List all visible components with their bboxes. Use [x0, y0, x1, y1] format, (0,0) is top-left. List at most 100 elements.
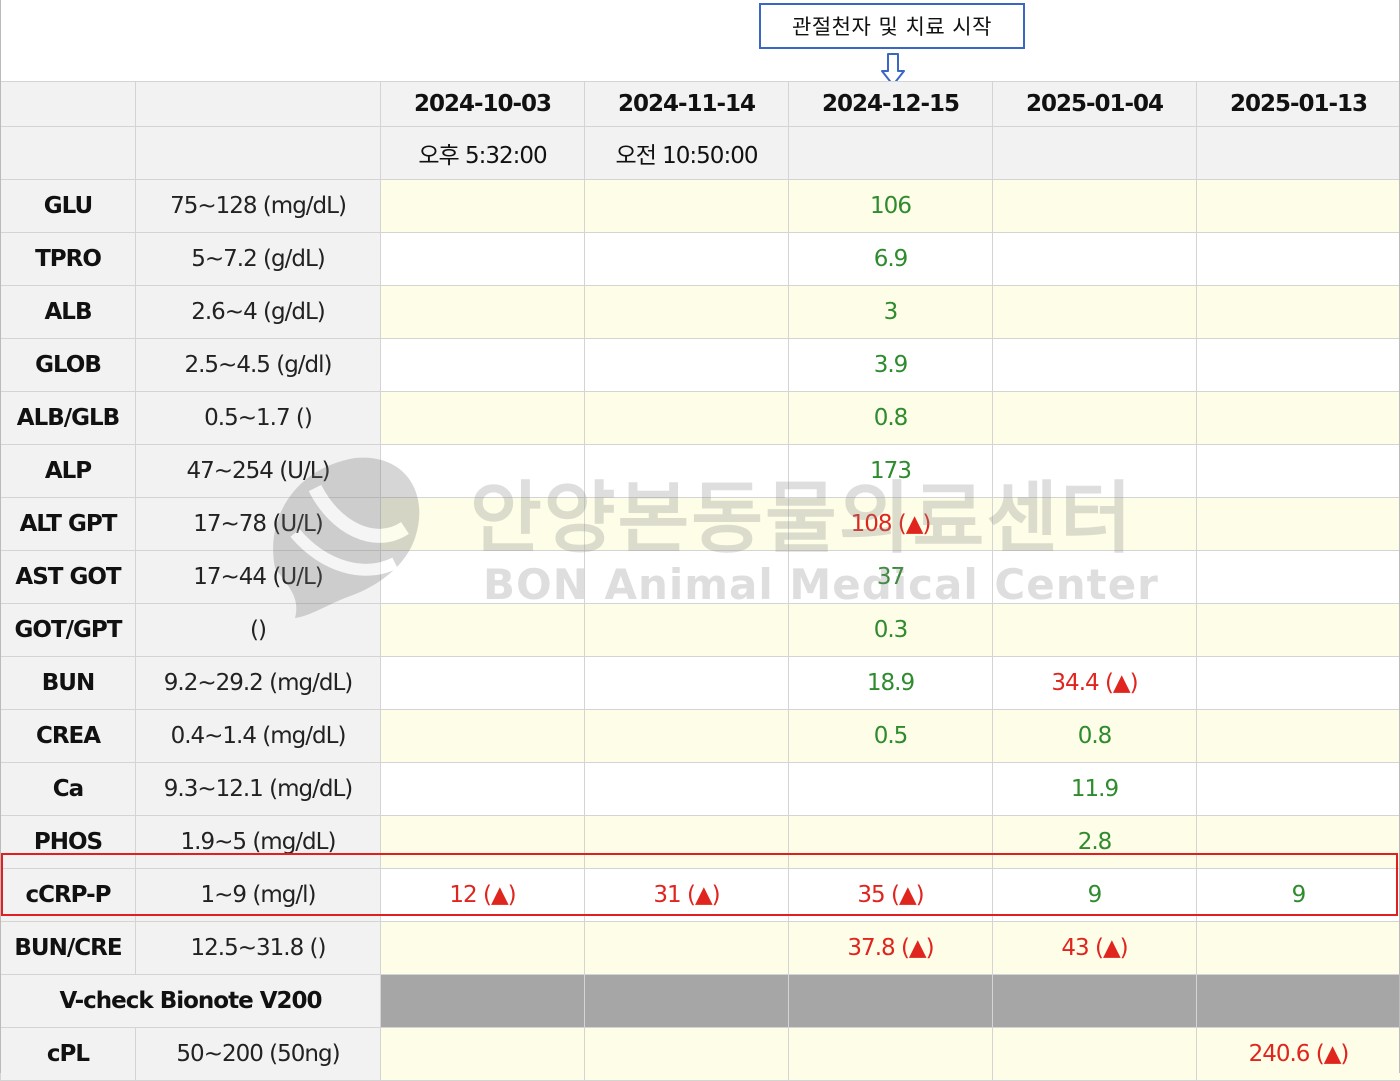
- header-empty-name: [1, 82, 136, 127]
- test-name: TPRO: [1, 233, 136, 286]
- result-value: 3.9: [789, 339, 993, 392]
- result-value: 37.8 (▲): [789, 922, 993, 975]
- result-value: 0.8: [993, 710, 1197, 763]
- time-header: 오후 5:32:00: [381, 127, 585, 180]
- result-value: [381, 551, 585, 604]
- test-name: GOT/GPT: [1, 604, 136, 657]
- result-value: 0.5: [789, 710, 993, 763]
- reference-range: 0.4~1.4 (mg/dL): [136, 710, 381, 763]
- result-value: [381, 604, 585, 657]
- result-value: [585, 816, 789, 869]
- lab-row-got-gpt[interactable]: GOT/GPT()0.3: [1, 604, 1400, 657]
- result-value: [381, 392, 585, 445]
- section-filler-cell: [381, 975, 585, 1028]
- result-value: [585, 498, 789, 551]
- time-header: [993, 127, 1197, 180]
- test-name: PHOS: [1, 816, 136, 869]
- section-filler-cell: [993, 975, 1197, 1028]
- result-value: [381, 180, 585, 233]
- result-value: [993, 392, 1197, 445]
- result-value: [1197, 763, 1400, 816]
- result-value: 31 (▲): [585, 869, 789, 922]
- date-header[interactable]: 2025-01-04: [993, 82, 1197, 127]
- date-header[interactable]: 2024-11-14: [585, 82, 789, 127]
- result-value: 34.4 (▲): [993, 657, 1197, 710]
- result-value: [381, 498, 585, 551]
- result-value: [585, 657, 789, 710]
- header-empty-name: [1, 127, 136, 180]
- test-name: cCRP-P: [1, 869, 136, 922]
- result-value: [1197, 604, 1400, 657]
- date-header[interactable]: 2024-10-03: [381, 82, 585, 127]
- reference-range: 1~9 (mg/l): [136, 869, 381, 922]
- result-value: [585, 286, 789, 339]
- date-header[interactable]: 2025-01-13: [1197, 82, 1400, 127]
- date-header[interactable]: 2024-12-15: [789, 82, 993, 127]
- result-value: [1197, 710, 1400, 763]
- result-value: [381, 922, 585, 975]
- result-value: [1197, 498, 1400, 551]
- result-value: [1197, 657, 1400, 710]
- test-name: BUN/CRE: [1, 922, 136, 975]
- reference-range: 5~7.2 (g/dL): [136, 233, 381, 286]
- section-filler-cell: [1197, 975, 1400, 1028]
- reference-range: 9.3~12.1 (mg/dL): [136, 763, 381, 816]
- reference-range: 2.6~4 (g/dL): [136, 286, 381, 339]
- result-value: [1197, 392, 1400, 445]
- result-value: [585, 445, 789, 498]
- result-value: 12 (▲): [381, 869, 585, 922]
- result-value: [1197, 551, 1400, 604]
- test-name: ALT GPT: [1, 498, 136, 551]
- test-name: Ca: [1, 763, 136, 816]
- result-value: [381, 445, 585, 498]
- section-header-row: V-check Bionote V200: [1, 975, 1400, 1028]
- result-value: 18.9: [789, 657, 993, 710]
- result-value: [381, 816, 585, 869]
- result-value: 37: [789, 551, 993, 604]
- result-value: [993, 180, 1197, 233]
- reference-range: 17~78 (U/L): [136, 498, 381, 551]
- result-value: [993, 604, 1197, 657]
- result-value: [993, 445, 1197, 498]
- result-value: 43 (▲): [993, 922, 1197, 975]
- result-value: [993, 286, 1197, 339]
- reference-range: 75~128 (mg/dL): [136, 180, 381, 233]
- test-name: AST GOT: [1, 551, 136, 604]
- result-value: 0.8: [789, 392, 993, 445]
- result-value: 9: [1197, 869, 1400, 922]
- reference-range: (): [136, 604, 381, 657]
- test-name: GLOB: [1, 339, 136, 392]
- result-value: [585, 392, 789, 445]
- time-header: [1197, 127, 1400, 180]
- annotation-callout: 관절천자 및 치료 시작: [759, 3, 1025, 49]
- result-value: [585, 180, 789, 233]
- result-value: 2.8: [993, 816, 1197, 869]
- result-value: 6.9: [789, 233, 993, 286]
- result-value: [789, 763, 993, 816]
- section-filler-cell: [585, 975, 789, 1028]
- reference-range: 47~254 (U/L): [136, 445, 381, 498]
- result-value: [585, 922, 789, 975]
- result-value: [993, 233, 1197, 286]
- result-value: 108 (▲): [789, 498, 993, 551]
- result-value: [1197, 286, 1400, 339]
- header-empty-ref: [136, 127, 381, 180]
- result-value: 3: [789, 286, 993, 339]
- result-value: [585, 604, 789, 657]
- result-value: 173: [789, 445, 993, 498]
- result-value: [381, 657, 585, 710]
